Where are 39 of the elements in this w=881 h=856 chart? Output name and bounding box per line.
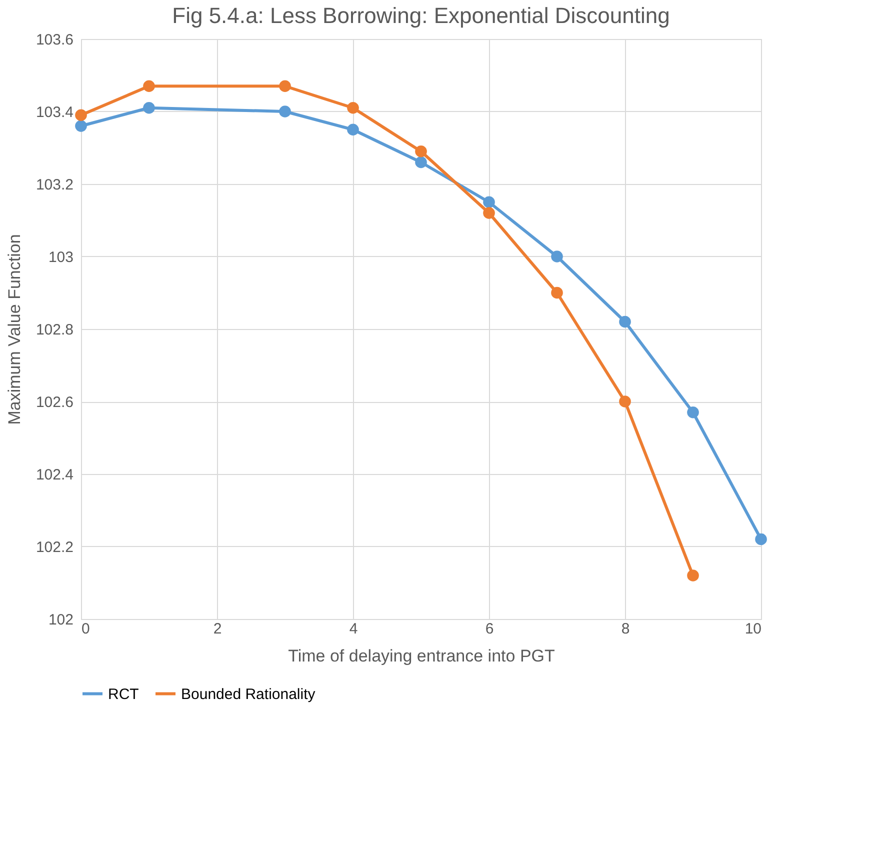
point (75, 109, 87, 122)
point (415, 145, 427, 158)
y-tick-label: 102.8 (36, 322, 74, 338)
point (143, 102, 155, 114)
x-tick-label: 8 (621, 620, 630, 638)
x-tick-label: 4 (349, 620, 358, 638)
legend-label: RCT (108, 686, 139, 703)
y-tick-label: 103.4 (36, 104, 74, 121)
y-tick-label: 103.2 (36, 176, 74, 194)
y-tick-label: 102.2 (36, 539, 74, 556)
point (619, 316, 631, 328)
point (483, 207, 495, 219)
y-tick-label: 103.6 (36, 32, 74, 48)
x-tick-label: 10 (744, 620, 762, 638)
point (347, 102, 359, 114)
point (483, 196, 495, 208)
point (75, 120, 87, 132)
point (755, 533, 767, 546)
point (279, 80, 291, 92)
x-tick-label: 0 (82, 620, 90, 638)
point (687, 570, 699, 582)
point (687, 406, 699, 418)
y-tick-label: 102 (48, 612, 74, 628)
chart-title: Fig 5.4.a: Less Borrowing: Exponential Discounting (172, 3, 670, 28)
x-tick-label: 6 (485, 620, 494, 638)
y-tick-label: 102.4 (36, 466, 74, 484)
y-tick-label: 103 (48, 249, 74, 266)
x-axis-title: Time of delaying entrance into PGT (288, 646, 555, 666)
point (551, 250, 563, 262)
y-axis-title: Maximum Value Function (4, 234, 24, 425)
point (143, 80, 155, 92)
point (551, 286, 563, 299)
point (619, 396, 631, 408)
point (347, 124, 359, 136)
point (415, 156, 427, 168)
legend-label: Bounded Rationality (181, 686, 316, 703)
x-tick-label: 2 (213, 620, 222, 638)
point (279, 106, 291, 118)
y-tick-label: 102.6 (36, 394, 74, 411)
